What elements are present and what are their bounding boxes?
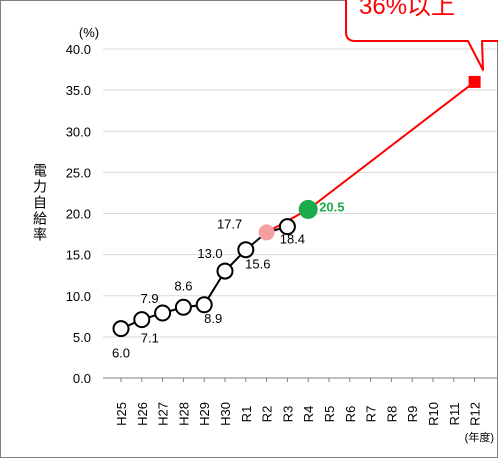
target-series-line bbox=[266, 81, 476, 234]
point-marker bbox=[112, 320, 130, 338]
data-label: 20.5 bbox=[319, 199, 344, 214]
x-tick-label: H26 bbox=[135, 402, 150, 426]
data-label: 17.7 bbox=[217, 216, 242, 231]
y-tick-label: 15.0 bbox=[66, 248, 91, 263]
y-unit-label: (%) bbox=[79, 25, 99, 40]
data-label: 15.6 bbox=[245, 257, 270, 272]
y-axis-label: 電力自給率 bbox=[32, 163, 48, 243]
data-label: 8.6 bbox=[174, 278, 192, 293]
x-tick-label: R12 bbox=[468, 402, 483, 426]
point-marker bbox=[195, 296, 213, 314]
x-tick-label: R7 bbox=[364, 406, 379, 423]
point-marker bbox=[133, 311, 151, 329]
x-tick-label: R10 bbox=[426, 402, 441, 426]
x-tick-label: R5 bbox=[322, 406, 337, 423]
x-tick-label: H25 bbox=[114, 402, 129, 426]
x-tick-label: R4 bbox=[301, 406, 316, 423]
point-marker bbox=[216, 262, 234, 280]
point-marker bbox=[174, 298, 192, 316]
point-marker bbox=[278, 218, 296, 236]
data-label: 7.1 bbox=[141, 331, 159, 346]
point-marker bbox=[298, 199, 318, 219]
x-unit-label: (年度) bbox=[465, 430, 494, 444]
point-marker bbox=[258, 224, 275, 241]
x-tick-label: H30 bbox=[218, 402, 233, 426]
point-marker bbox=[237, 241, 255, 259]
y-tick-label: 20.0 bbox=[66, 207, 91, 222]
y-tick-label: 30.0 bbox=[66, 124, 91, 139]
y-tick-label: 5.0 bbox=[73, 330, 91, 345]
callout-text: 36%以上 bbox=[359, 0, 455, 20]
data-label: 13.0 bbox=[197, 246, 222, 261]
data-label: 6.0 bbox=[112, 346, 130, 361]
x-tick-label: R3 bbox=[280, 406, 295, 423]
y-tick-label: 40.0 bbox=[66, 42, 91, 57]
x-tick-label: R9 bbox=[405, 406, 420, 423]
x-tick-label: H28 bbox=[176, 402, 191, 426]
y-tick-label: 25.0 bbox=[66, 165, 91, 180]
x-tick-label: H29 bbox=[197, 402, 212, 426]
callout-bubble bbox=[345, 0, 498, 71]
data-label: 7.9 bbox=[141, 291, 159, 306]
point-marker bbox=[154, 304, 172, 322]
x-tick-label: R1 bbox=[239, 406, 254, 423]
data-label: 18.4 bbox=[280, 232, 305, 247]
y-tick-label: 35.0 bbox=[66, 83, 91, 98]
y-tick-label: 0.0 bbox=[73, 371, 91, 386]
x-tick-label: R11 bbox=[447, 403, 462, 426]
y-tick-label: 10.0 bbox=[66, 289, 91, 304]
x-tick-label: R8 bbox=[384, 406, 399, 423]
target-point-marker bbox=[468, 75, 481, 88]
x-tick-label: R6 bbox=[343, 406, 358, 423]
x-tick-label: R2 bbox=[260, 406, 275, 423]
data-label: 8.9 bbox=[204, 311, 222, 326]
x-tick-label: H27 bbox=[156, 402, 171, 426]
